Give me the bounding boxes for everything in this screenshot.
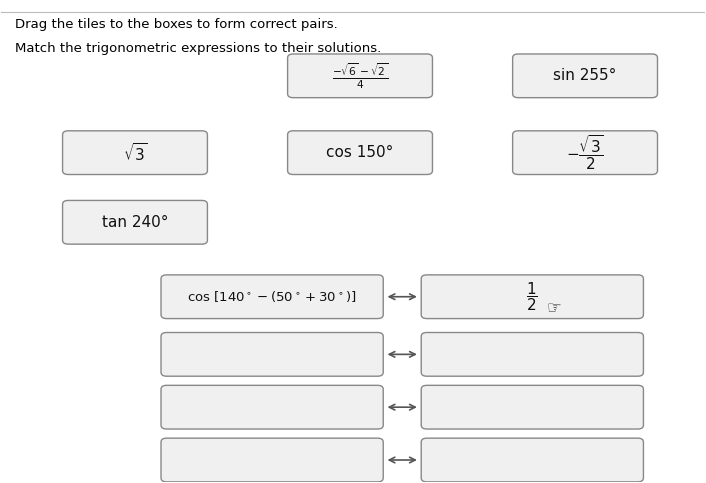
FancyBboxPatch shape bbox=[63, 131, 208, 174]
Text: ☞: ☞ bbox=[546, 300, 561, 318]
FancyBboxPatch shape bbox=[287, 54, 433, 98]
Text: sin 255°: sin 255° bbox=[554, 68, 617, 84]
FancyBboxPatch shape bbox=[161, 275, 383, 319]
Text: tan 240°: tan 240° bbox=[102, 215, 168, 230]
FancyBboxPatch shape bbox=[513, 54, 657, 98]
FancyBboxPatch shape bbox=[513, 131, 657, 174]
FancyBboxPatch shape bbox=[421, 438, 643, 482]
FancyBboxPatch shape bbox=[421, 275, 643, 319]
FancyBboxPatch shape bbox=[63, 200, 208, 244]
Text: $\dfrac{1}{2}$: $\dfrac{1}{2}$ bbox=[527, 280, 538, 313]
Text: Drag the tiles to the boxes to form correct pairs.: Drag the tiles to the boxes to form corr… bbox=[16, 18, 338, 31]
FancyBboxPatch shape bbox=[287, 131, 433, 174]
Text: cos $[140^\circ - (50^\circ + 30^\circ)]$: cos $[140^\circ - (50^\circ + 30^\circ)]… bbox=[188, 289, 357, 304]
FancyBboxPatch shape bbox=[161, 438, 383, 482]
Text: cos 150°: cos 150° bbox=[326, 145, 394, 160]
FancyBboxPatch shape bbox=[161, 385, 383, 429]
Text: $-\dfrac{\sqrt{3}}{2}$: $-\dfrac{\sqrt{3}}{2}$ bbox=[566, 133, 604, 172]
Text: $\frac{-\sqrt{6}-\sqrt{2}}{4}$: $\frac{-\sqrt{6}-\sqrt{2}}{4}$ bbox=[332, 61, 388, 91]
FancyBboxPatch shape bbox=[421, 332, 643, 376]
Text: $\sqrt{3}$: $\sqrt{3}$ bbox=[123, 142, 148, 164]
FancyBboxPatch shape bbox=[421, 385, 643, 429]
FancyBboxPatch shape bbox=[161, 332, 383, 376]
Text: Match the trigonometric expressions to their solutions.: Match the trigonometric expressions to t… bbox=[16, 42, 382, 55]
